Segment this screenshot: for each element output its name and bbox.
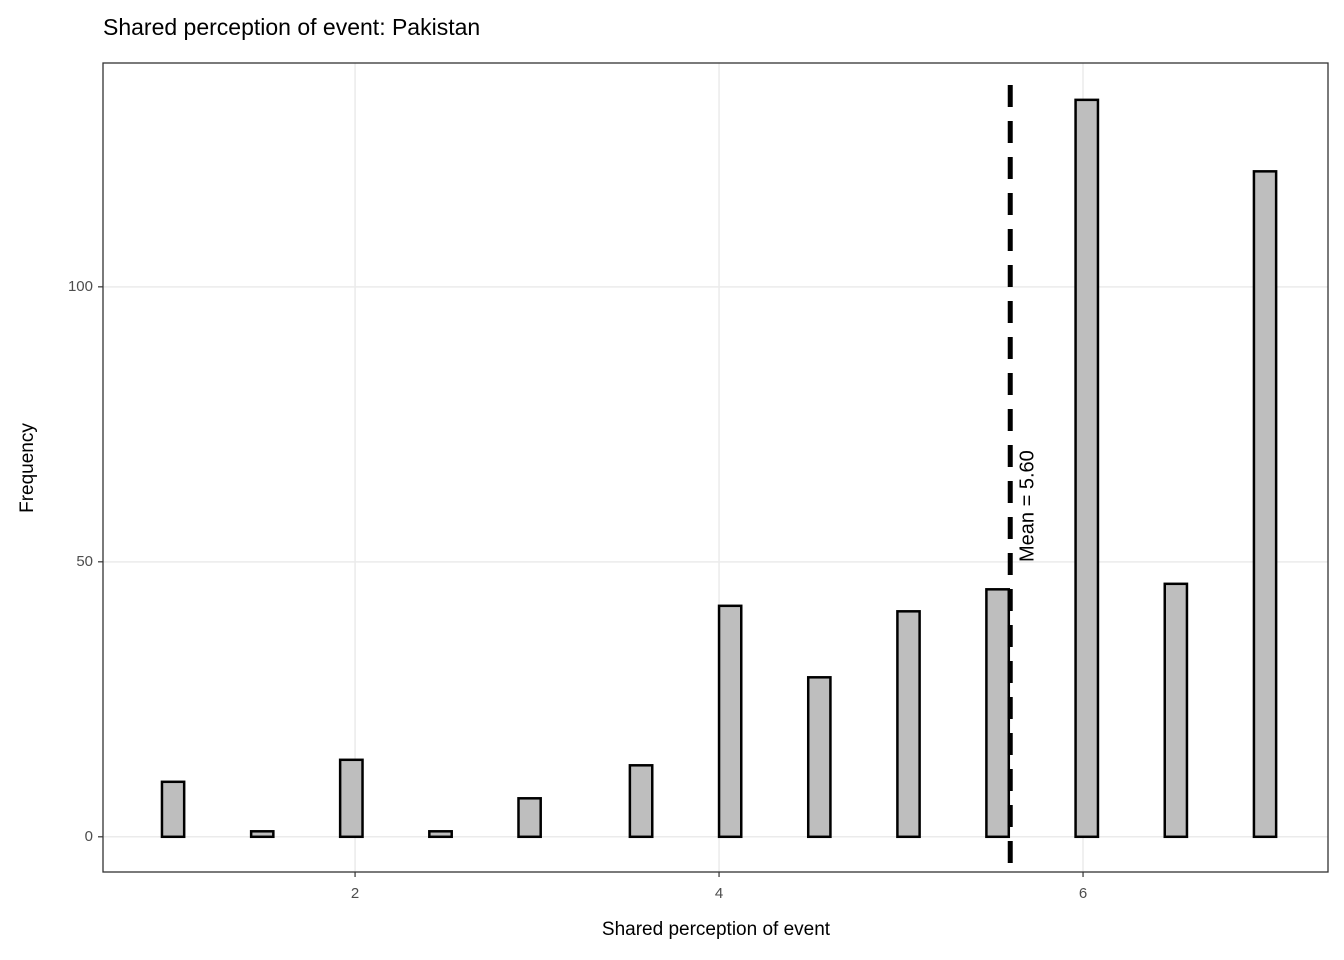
y-tick-label: 0 — [85, 828, 93, 845]
bar — [160, 780, 186, 839]
bar — [1252, 170, 1278, 839]
y-tick-label: 50 — [76, 553, 93, 570]
y-tick-label: 100 — [68, 278, 93, 295]
bar — [428, 830, 453, 839]
bar — [985, 588, 1011, 839]
mean-label: Mean = 5.60 — [1017, 450, 1039, 562]
y-axis-title: Frequency — [17, 423, 38, 513]
x-tick-label: 2 — [351, 885, 359, 902]
bar — [628, 764, 654, 839]
bar — [249, 830, 275, 839]
bar — [717, 604, 743, 839]
x-tick-label: 4 — [715, 885, 723, 902]
bar — [1074, 98, 1100, 839]
x-axis-title: Shared perception of event — [602, 919, 831, 940]
bar — [1163, 582, 1189, 839]
chart-title: Shared perception of event: Pakistan — [103, 14, 480, 40]
bar — [896, 610, 921, 839]
x-tick-label: 6 — [1079, 885, 1087, 902]
bar — [806, 676, 832, 839]
bar — [517, 797, 542, 839]
panel-border — [102, 62, 1329, 873]
bar — [338, 758, 364, 839]
